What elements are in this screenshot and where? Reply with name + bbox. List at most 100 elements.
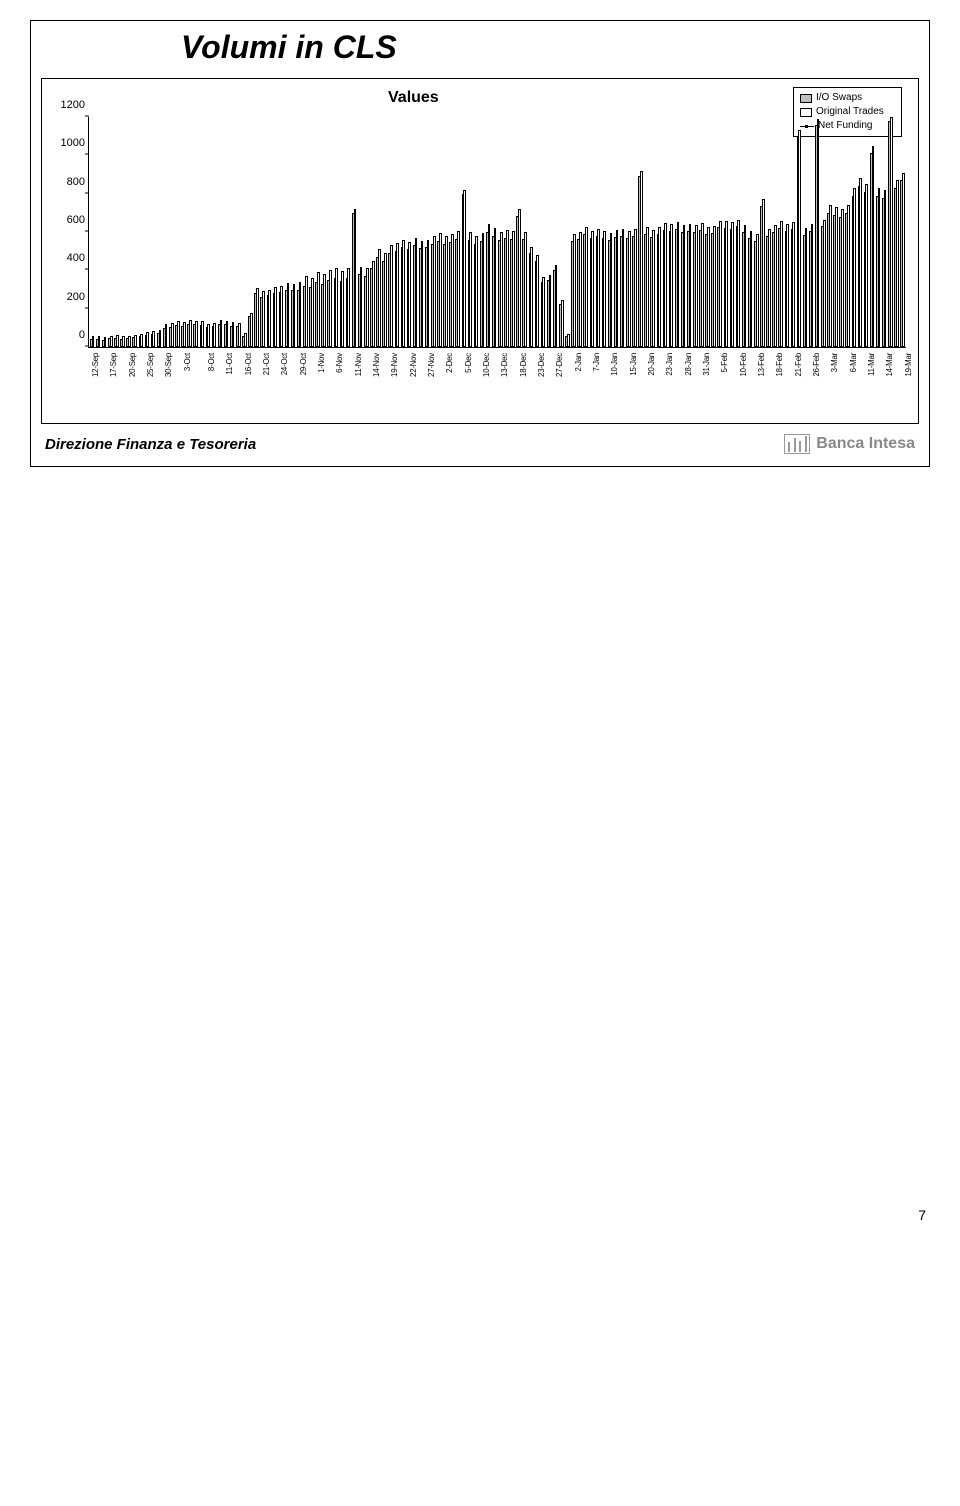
y-tick-label: 0 (79, 329, 89, 341)
y-tick-mark (85, 346, 89, 347)
y-tick-label: 1000 (61, 137, 89, 149)
bar-original (762, 199, 765, 347)
bar-original (719, 221, 722, 348)
bar-original (829, 205, 832, 347)
bar-original (421, 241, 424, 347)
y-tick-label: 600 (67, 214, 89, 226)
bar-original (226, 321, 229, 347)
bar-original (220, 320, 223, 347)
bar-original (396, 243, 399, 347)
bar-original (561, 300, 564, 347)
bar-original (329, 270, 332, 347)
bar-original (567, 334, 570, 347)
bar-original (865, 184, 868, 347)
bar-original (439, 233, 442, 347)
bar-original (189, 320, 192, 347)
bar-original (500, 232, 503, 347)
bar-original (488, 224, 491, 347)
bar-original (384, 253, 387, 347)
bar-original (293, 284, 296, 347)
bar-original (890, 117, 893, 347)
bar-original (573, 234, 576, 347)
bar-original (591, 231, 594, 347)
bar-original (311, 278, 314, 347)
bar-original (524, 232, 527, 347)
bar-original (737, 220, 740, 347)
y-tick-mark (85, 307, 89, 308)
bar-original (244, 333, 247, 347)
bar-original (652, 230, 655, 347)
bar-original (110, 336, 113, 348)
bar-original (713, 226, 716, 347)
bar-original (98, 336, 101, 347)
bar-original (195, 321, 198, 347)
bar-original (677, 222, 680, 347)
page-number: 7 (30, 1207, 930, 1223)
bar-original (92, 336, 95, 347)
bar-original (683, 225, 686, 347)
chart-plot: 020040060080010001200 (88, 117, 906, 348)
bar-original (610, 233, 613, 347)
bar-original (634, 229, 637, 347)
bar-original (299, 282, 302, 347)
bar-original (731, 222, 734, 347)
bar-original (701, 223, 704, 347)
bar-original (177, 321, 180, 347)
bar-group (899, 173, 905, 347)
logo-mark (784, 434, 810, 454)
bar-original (451, 234, 454, 347)
bar-original (482, 233, 485, 347)
bar-original (354, 209, 357, 347)
bar-original (171, 323, 174, 347)
y-tick-mark (85, 116, 89, 117)
bar-original (841, 209, 844, 347)
bar-original (902, 173, 905, 347)
bar-original (725, 221, 728, 347)
chart-area: 020040060080010001200 12-Sep17-Sep20-Sep… (48, 117, 912, 417)
chart-values-label: Values (388, 89, 439, 107)
bar-original (853, 188, 856, 347)
bar-original (689, 224, 692, 347)
bar-original (323, 274, 326, 347)
bar-original (116, 335, 119, 347)
legend-item-ioswaps: I/O Swaps (800, 91, 895, 105)
bar-original (579, 232, 582, 347)
bar-original (756, 234, 759, 347)
bar-original (287, 283, 290, 347)
bar-original (494, 228, 497, 347)
bar-original (445, 236, 448, 347)
bar-original (201, 321, 204, 347)
bar-original (140, 334, 143, 347)
bar-original (256, 288, 259, 347)
bar-original (402, 240, 405, 347)
bar-original (603, 231, 606, 347)
x-label-slot: 19-Mar (901, 349, 907, 417)
bar-original (817, 119, 820, 347)
bar-original (768, 229, 771, 347)
bar-original (616, 230, 619, 347)
bar-original (750, 231, 753, 347)
bar-original (415, 238, 418, 347)
bar-original (183, 322, 186, 347)
bar-original (262, 291, 265, 347)
bar-original (335, 268, 338, 347)
bar-original (872, 146, 875, 347)
bar-original (859, 178, 862, 347)
y-tick-label: 1200 (61, 99, 89, 111)
bar-original (622, 229, 625, 347)
bar-original (512, 231, 515, 347)
bar-original (378, 249, 381, 347)
y-tick-mark (85, 231, 89, 232)
bars-container (89, 117, 906, 347)
bar-original (664, 223, 667, 347)
bar-original (896, 180, 899, 347)
bar-original (597, 229, 600, 347)
bar-original (317, 272, 320, 347)
bar-original (744, 225, 747, 347)
bar-original (695, 225, 698, 347)
bar-original (457, 231, 460, 347)
logo-text: Banca Intesa (816, 435, 915, 453)
bar-original (360, 267, 363, 348)
bar-original (530, 247, 533, 347)
bar-original (628, 231, 631, 347)
